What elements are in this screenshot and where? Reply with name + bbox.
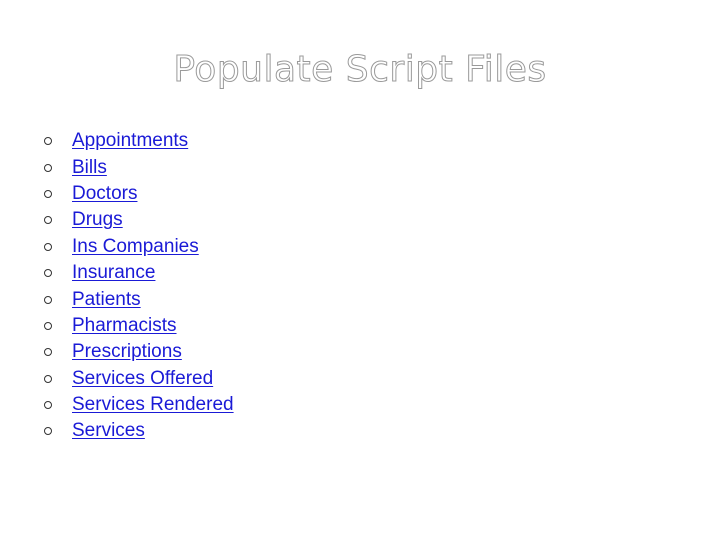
hollow-circle-bullet-icon: [44, 401, 52, 410]
slide-title: Populate Script Files: [173, 49, 547, 91]
list-item: Ins Companies: [42, 234, 234, 260]
list-item: Prescriptions: [42, 339, 234, 365]
link-list: Appointments Bills Doctors Drugs Ins Com…: [42, 128, 234, 445]
hollow-circle-bullet-icon: [44, 137, 52, 146]
list-item: Bills: [42, 154, 234, 180]
hollow-circle-bullet-icon: [44, 216, 52, 225]
hollow-circle-bullet-icon: [44, 321, 52, 330]
list-item: Services Offered: [42, 366, 234, 392]
hollow-circle-bullet-icon: [44, 269, 52, 278]
list-item: Services Rendered: [42, 392, 234, 418]
hollow-circle-bullet-icon: [44, 348, 52, 357]
list-item: Drugs: [42, 207, 234, 233]
hollow-circle-bullet-icon: [44, 242, 52, 251]
link-bills[interactable]: Bills: [72, 156, 107, 178]
link-ins-companies[interactable]: Ins Companies: [72, 235, 199, 257]
link-services-offered[interactable]: Services Offered: [72, 367, 214, 389]
list-item: Patients: [42, 286, 234, 312]
hollow-circle-bullet-icon: [44, 295, 52, 304]
list-item: Appointments: [42, 128, 234, 154]
link-doctors[interactable]: Doctors: [72, 182, 138, 204]
link-prescriptions[interactable]: Prescriptions: [72, 341, 182, 363]
list-item: Insurance: [42, 260, 234, 286]
list-item: Services: [42, 418, 234, 444]
link-patients[interactable]: Patients: [72, 288, 141, 310]
link-appointments[interactable]: Appointments: [72, 130, 189, 152]
list-item: Doctors: [42, 181, 234, 207]
hollow-circle-bullet-icon: [44, 427, 52, 436]
link-pharmacists[interactable]: Pharmacists: [72, 314, 177, 336]
link-services-rendered[interactable]: Services Rendered: [72, 394, 234, 416]
link-drugs[interactable]: Drugs: [72, 209, 123, 231]
hollow-circle-bullet-icon: [44, 163, 52, 172]
link-insurance[interactable]: Insurance: [72, 262, 156, 284]
list-item: Pharmacists: [42, 313, 234, 339]
link-services[interactable]: Services: [72, 420, 145, 442]
hollow-circle-bullet-icon: [44, 374, 52, 383]
hollow-circle-bullet-icon: [44, 189, 52, 198]
